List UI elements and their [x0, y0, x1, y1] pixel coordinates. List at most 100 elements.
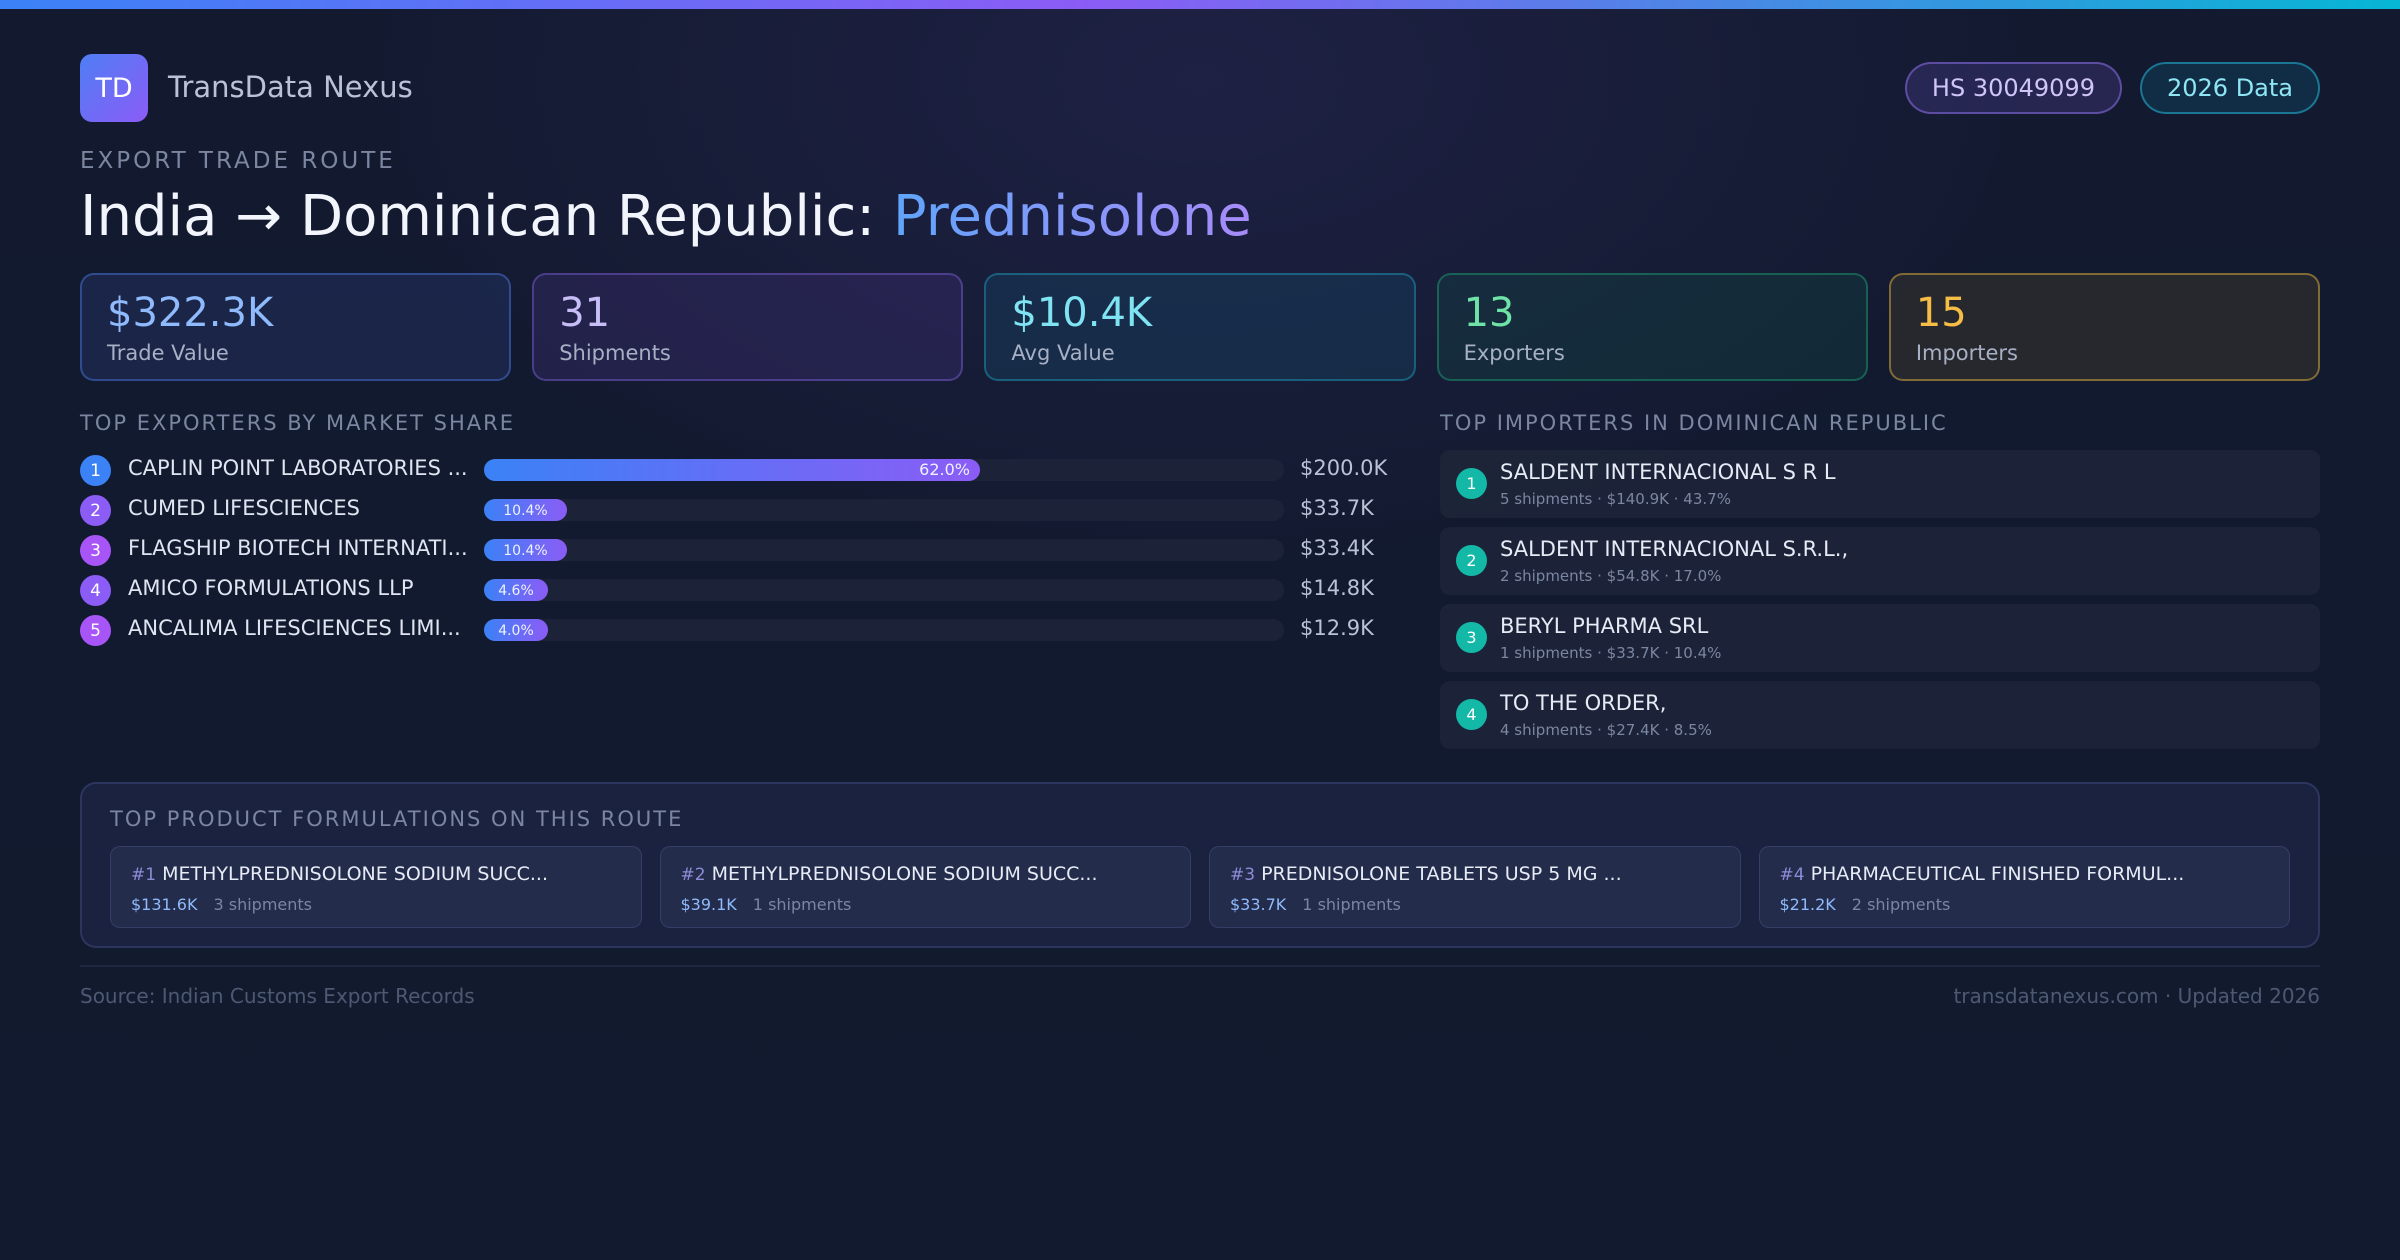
formulation-name: PHARMACEUTICAL FINISHED FORMUL...: [1810, 863, 2185, 885]
formulation-rank: #1: [131, 865, 157, 885]
share-bar-track: 4.0%: [484, 619, 1284, 641]
product-name: Prednisolone: [892, 184, 1252, 249]
rank-badge: 1: [80, 455, 111, 486]
formulation-shipments: 3 shipments: [213, 895, 313, 914]
formulation-name: METHYLPREDNISOLONE SODIUM SUCC...: [162, 863, 548, 885]
formulation-name: METHYLPREDNISOLONE SODIUM SUCC...: [711, 863, 1098, 885]
importer-name: BERYL PHARMA SRL: [1500, 614, 1709, 638]
share-bar-fill: 10.4%: [484, 499, 567, 521]
formulation-amount: $39.1K: [680, 895, 737, 914]
importer-meta: 5 shipments · $140.9K · 43.7%: [1500, 490, 1731, 508]
share-bar-track: 10.4%: [484, 539, 1284, 561]
exporter-amount: $12.9K: [1300, 616, 1374, 640]
stat-label: Shipments: [559, 341, 671, 365]
brand-name[interactable]: TransData Nexus: [168, 70, 413, 104]
stat-card-trade-value: $322.3K Trade Value: [80, 273, 512, 381]
stat-cards: $322.3K Trade Value 31 Shipments $10.4K …: [80, 273, 2321, 381]
share-bar-fill: 10.4%: [484, 539, 567, 561]
rank-badge: 5: [80, 615, 111, 646]
formulation-title: #2 METHYLPREDNISOLONE SODIUM SUCC...: [681, 863, 1098, 885]
importer-card[interactable]: 1 SALDENT INTERNACIONAL S R L 5 shipments …: [1440, 450, 2320, 518]
brand-logo[interactable]: TD: [80, 54, 148, 122]
share-bar-fill: 62.0%: [484, 459, 980, 481]
rank-badge: 3: [80, 535, 111, 566]
stat-card-shipments: 31 Shipments: [532, 273, 964, 381]
rank-badge: 4: [80, 575, 111, 606]
importer-card[interactable]: 2 SALDENT INTERNACIONAL S.R.L., 2 shipment…: [1440, 527, 2320, 595]
footer-source: Source: Indian Customs Export Records: [80, 984, 475, 1008]
formulation-rank: #2: [680, 865, 706, 885]
formulation-card[interactable]: #1 METHYLPREDNISOLONE SODIUM SUCC... $131.…: [110, 846, 642, 928]
importer-meta: 4 shipments · $27.4K · 8.5%: [1500, 721, 1712, 739]
exporter-row[interactable]: 2 CUMED LIFESCIENCES 10.4% $33.7K: [80, 490, 1390, 530]
formulation-meta: $33.7K 1 shipments: [1230, 895, 1401, 914]
exporter-name: ANCALIMA LIFESCIENCES LIMI...: [128, 616, 461, 640]
exporter-name: CAPLIN POINT LABORATORIES ...: [128, 456, 468, 480]
formulation-card[interactable]: #2 METHYLPREDNISOLONE SODIUM SUCC... $39.1…: [659, 846, 1191, 928]
exporter-name: FLAGSHIP BIOTECH INTERNATI...: [128, 536, 468, 560]
exporter-amount: $200.0K: [1300, 456, 1388, 480]
exporter-row[interactable]: 3 FLAGSHIP BIOTECH INTERNATI... 10.4% $33.4…: [80, 530, 1390, 570]
exporter-amount: $33.7K: [1300, 496, 1374, 520]
formulation-shipments: 1 shipments: [1302, 895, 1401, 914]
stat-value: 15: [1915, 290, 1967, 336]
rank-badge: 3: [1456, 622, 1487, 653]
stat-value: 13: [1463, 290, 1515, 336]
share-percent: 62.0%: [919, 460, 970, 479]
share-percent: 4.0%: [498, 623, 534, 639]
formulation-name: PREDNISOLONE TABLETS USP 5 MG ...: [1261, 863, 1622, 885]
importer-meta: 2 shipments · $54.8K · 17.0%: [1500, 567, 1722, 585]
share-percent: 4.6%: [498, 583, 534, 599]
stat-label: Exporters: [1463, 341, 1565, 365]
formulations-grid: #1 METHYLPREDNISOLONE SODIUM SUCC... $131.…: [110, 846, 2290, 928]
importer-meta: 1 shipments · $33.7K · 10.4%: [1500, 644, 1722, 662]
share-percent: 10.4%: [503, 543, 548, 559]
hs-code-badge: HS 30049099: [1904, 62, 2122, 114]
page-title: India → Dominican Republic: Prednisolone: [80, 184, 1252, 249]
importer-name: TO THE ORDER,: [1500, 691, 1667, 715]
rank-badge: 2: [80, 495, 111, 526]
share-bar-fill: 4.0%: [484, 619, 548, 641]
route-text: India → Dominican Republic:: [80, 184, 893, 249]
footer-divider: [80, 965, 2320, 967]
formulation-amount: $131.6K: [131, 895, 198, 914]
footer-site[interactable]: transdatanexus.com · Updated 2026: [1953, 984, 2320, 1008]
importer-name: SALDENT INTERNACIONAL S R L: [1500, 460, 1836, 484]
formulations-panel: TOP PRODUCT FORMULATIONS ON THIS ROUTE #…: [80, 782, 2320, 948]
share-percent: 10.4%: [503, 503, 548, 519]
formulation-shipments: 1 shipments: [752, 895, 852, 914]
rank-badge: 2: [1456, 545, 1487, 576]
exporter-row[interactable]: 1 CAPLIN POINT LABORATORIES ... 62.0% $200.…: [80, 450, 1390, 490]
share-bar-track: 62.0%: [484, 459, 1284, 481]
formulation-amount: $33.7K: [1230, 895, 1287, 914]
page-eyebrow: EXPORT TRADE ROUTE: [80, 148, 396, 174]
formulation-meta: $39.1K 1 shipments: [681, 895, 852, 914]
stat-card-avg-value: $10.4K Avg Value: [984, 273, 1416, 381]
exporters-list: 1 CAPLIN POINT LABORATORIES ... 62.0% $200.…: [80, 450, 1390, 650]
rank-badge: 1: [1456, 468, 1487, 499]
formulation-amount: $21.2K: [1779, 895, 1836, 914]
data-year-badge: 2026 Data: [2139, 62, 2320, 114]
exporters-section-title: TOP EXPORTERS BY MARKET SHARE: [80, 411, 516, 435]
stat-card-importers: 15 Importers: [1888, 273, 2321, 381]
formulation-title: #4 PHARMACEUTICAL FINISHED FORMUL...: [1780, 863, 2185, 885]
importer-card[interactable]: 4 TO THE ORDER, 4 shipments · $27.4K · 8.5…: [1440, 681, 2320, 749]
formulations-section-title: TOP PRODUCT FORMULATIONS ON THIS ROUTE: [110, 807, 684, 831]
stat-value: 31: [559, 290, 611, 336]
header-badges: HS 30049099 2026 Data: [1904, 62, 2320, 114]
formulation-title: #3 PREDNISOLONE TABLETS USP 5 MG ...: [1230, 863, 1622, 885]
stat-value: $10.4K: [1011, 290, 1153, 336]
exporter-row[interactable]: 4 AMICO FORMULATIONS LLP 4.6% $14.8K: [80, 570, 1390, 610]
importer-card[interactable]: 3 BERYL PHARMA SRL 1 shipments · $33.7K · …: [1440, 604, 2320, 672]
exporter-amount: $33.4K: [1300, 536, 1374, 560]
formulation-shipments: 2 shipments: [1851, 895, 1951, 914]
top-accent-bar: [0, 0, 2400, 9]
formulation-card[interactable]: #4 PHARMACEUTICAL FINISHED FORMUL... $21.2…: [1758, 846, 2290, 928]
importers-list: 1 SALDENT INTERNACIONAL S R L 5 shipments …: [1440, 450, 2320, 758]
header: TD TransData Nexus HS 30049099 2026 Data: [80, 54, 2320, 122]
exporter-name: AMICO FORMULATIONS LLP: [128, 576, 414, 600]
exporter-row[interactable]: 5 ANCALIMA LIFESCIENCES LIMI... 4.0% $12.9K: [80, 610, 1390, 650]
formulation-card[interactable]: #3 PREDNISOLONE TABLETS USP 5 MG ... $33.7…: [1209, 846, 1741, 928]
formulation-title: #1 METHYLPREDNISOLONE SODIUM SUCC...: [131, 863, 548, 885]
